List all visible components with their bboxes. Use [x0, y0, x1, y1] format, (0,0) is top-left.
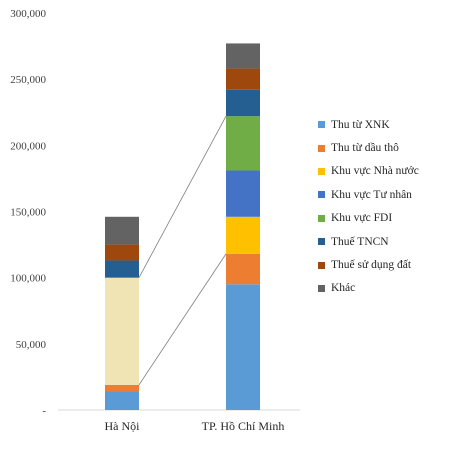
- legend-label: Khu vực Tư nhân: [331, 188, 412, 201]
- legend-swatch: [318, 214, 325, 222]
- legend-label: Khu vực FDI: [331, 212, 393, 225]
- legend-label: Thuế sử dụng đất: [331, 259, 412, 272]
- legend-swatch: [318, 191, 325, 199]
- legend-item: Khu vực Tư nhân: [318, 183, 448, 206]
- legend-swatch: [318, 144, 325, 152]
- y-tick-label: 100,000: [10, 273, 46, 285]
- bar-segment-0-1: [105, 384, 139, 392]
- bar-segment-1-0: [226, 284, 260, 410]
- legend-item: Khác: [318, 277, 448, 300]
- legend-item: Thu từ XNK: [318, 113, 448, 136]
- bar-segment-0-0: [105, 391, 139, 410]
- y-tick-label: -: [42, 405, 46, 417]
- legend-label: Thuế TNCN: [331, 235, 389, 248]
- y-tick-label: 50,000: [16, 339, 47, 351]
- legend-swatch: [318, 121, 325, 129]
- legend-item: Thu từ dầu thô: [318, 136, 448, 159]
- legend-swatch: [318, 167, 325, 175]
- legend-swatch: [318, 284, 325, 292]
- bar-segment-1-6: [226, 68, 260, 90]
- bar-segment-0-6: [105, 244, 139, 261]
- legend-swatch: [318, 261, 325, 269]
- legend-label: Khu vực Nhà nước: [331, 165, 419, 178]
- bar-segment-1-4: [226, 116, 260, 171]
- bar-segment-1-3: [226, 170, 260, 217]
- x-category-label: Hà Nội: [105, 419, 141, 433]
- bar-segment-0-5: [105, 260, 139, 278]
- y-tick-label: 150,000: [10, 207, 46, 219]
- y-tick-label: 250,000: [10, 74, 46, 86]
- bar-segment-1-5: [226, 89, 260, 117]
- x-category-label: TP. Hồ Chí Minh: [202, 419, 285, 433]
- legend-item: Thuế sử dụng đất: [318, 253, 448, 276]
- legend-label: Thu từ dầu thô: [331, 142, 399, 155]
- bar-segment-1-2: [226, 216, 260, 254]
- bar-segment-1-1: [226, 253, 260, 285]
- bar-segment-1-7: [226, 43, 260, 69]
- legend-item: Khu vực Nhà nước: [318, 160, 448, 183]
- legend-label: Khác: [331, 282, 356, 295]
- bar-segment-aggregate: [105, 277, 139, 385]
- legend-swatch: [318, 238, 325, 246]
- y-tick-label: 300,000: [10, 8, 46, 20]
- legend-item: Khu vực FDI: [318, 207, 448, 230]
- connector-line-lower: [138, 253, 227, 386]
- connector-line-upper: [138, 116, 227, 278]
- legend: Thu từ XNK Thu từ dầu thô Khu vực Nhà nước…: [318, 113, 448, 300]
- legend-item: Thuế TNCN: [318, 230, 448, 253]
- y-tick-label: 200,000: [10, 140, 46, 152]
- bar-segment-0-7: [105, 216, 139, 245]
- legend-label: Thu từ XNK: [331, 118, 390, 131]
